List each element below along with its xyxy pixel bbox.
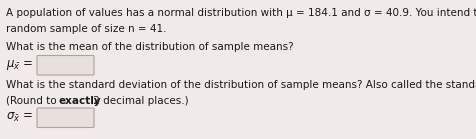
FancyBboxPatch shape <box>37 108 94 127</box>
Text: (Round to: (Round to <box>6 95 60 106</box>
Text: random sample of size n = 41.: random sample of size n = 41. <box>6 23 167 33</box>
Text: A population of values has a normal distribution with μ = 184.1 and σ = 40.9. Yo: A population of values has a normal dist… <box>6 8 476 18</box>
Text: What is the mean of the distribution of sample means?: What is the mean of the distribution of … <box>6 42 294 52</box>
FancyBboxPatch shape <box>37 55 94 75</box>
Text: What is the standard deviation of the distribution of sample means? Also called : What is the standard deviation of the di… <box>6 80 476 90</box>
Text: 2 decimal places.): 2 decimal places.) <box>89 95 188 106</box>
Text: $\mu_{\bar{x}}$ =: $\mu_{\bar{x}}$ = <box>6 59 33 73</box>
Text: $\sigma_{\bar{x}}$ =: $\sigma_{\bar{x}}$ = <box>6 111 33 124</box>
Text: exactly: exactly <box>58 95 100 106</box>
